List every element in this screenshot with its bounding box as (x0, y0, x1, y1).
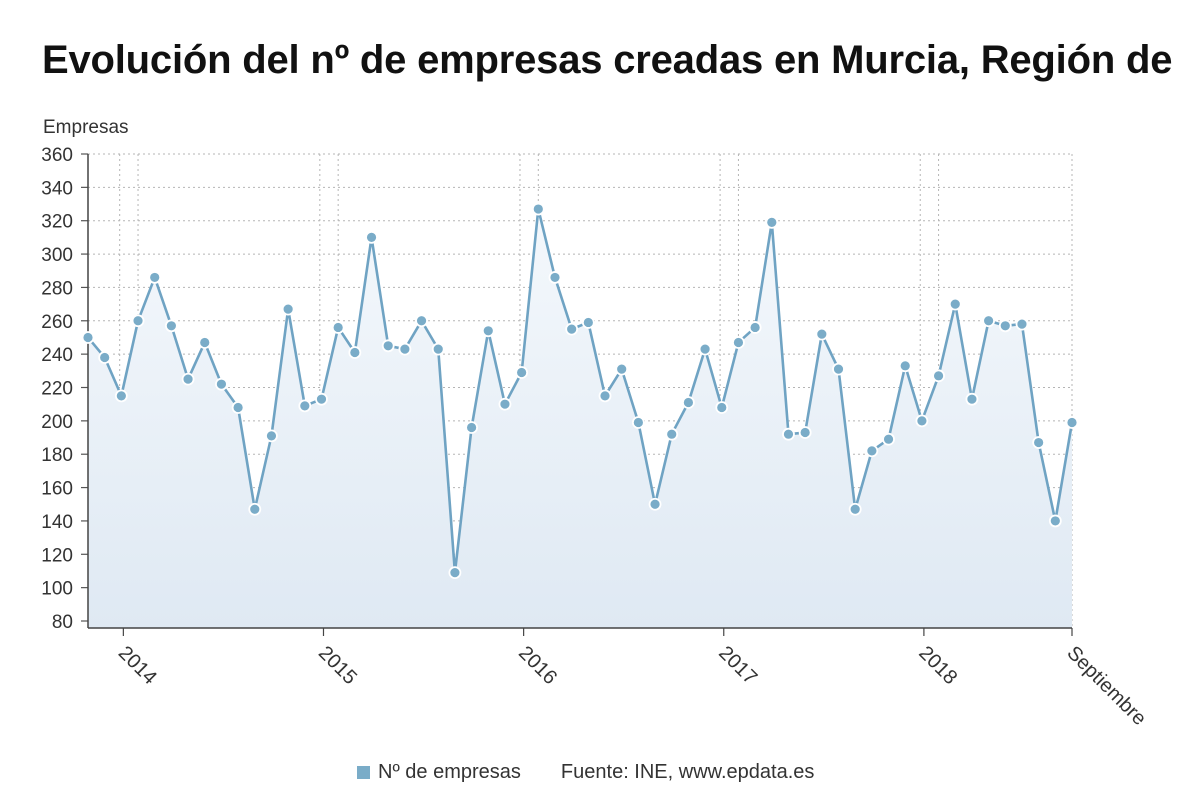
data-point (631, 416, 645, 429)
y-tick-label: 140 (41, 512, 73, 533)
data-point (265, 429, 278, 443)
y-tick-label: 320 (41, 212, 73, 233)
data-point (448, 566, 462, 580)
data-point (581, 316, 595, 329)
x-tick-label: 2017 (714, 642, 761, 689)
data-point (131, 314, 145, 328)
data-point (615, 362, 629, 376)
data-point (531, 202, 545, 216)
data-point (548, 271, 562, 284)
series-markers (81, 202, 1079, 580)
axes (81, 153, 1073, 636)
data-point (81, 331, 95, 344)
y-tick-label: 280 (41, 278, 73, 299)
data-point (365, 230, 378, 244)
data-point (915, 414, 929, 428)
data-point (565, 322, 579, 336)
data-point (431, 342, 445, 356)
data-point (198, 336, 212, 349)
data-point (465, 421, 478, 434)
y-tick-label: 260 (41, 312, 73, 333)
data-point (1065, 416, 1079, 429)
y-tick-label: 180 (41, 445, 73, 466)
data-point (148, 271, 162, 284)
data-point (281, 302, 295, 316)
legend-series-label: Nº de empresas (378, 761, 521, 783)
data-point (715, 401, 729, 414)
y-tick-label: 220 (41, 379, 73, 400)
x-tick-label: 2015 (314, 642, 361, 689)
y-tick-label: 340 (41, 178, 73, 199)
data-point (748, 321, 762, 334)
data-point (98, 351, 112, 364)
y-tick-label: 160 (41, 479, 73, 500)
data-point (648, 497, 662, 511)
y-tick-label: 120 (41, 545, 73, 566)
data-point (982, 314, 996, 328)
data-point (481, 324, 495, 338)
x-tick-label: Septiembre (1062, 642, 1150, 730)
y-tick-label: 200 (41, 412, 73, 433)
legend: Nº de empresas Fuente: INE, www.epdata.e… (357, 761, 814, 784)
data-point (882, 432, 895, 446)
y-tick-label: 240 (41, 345, 73, 366)
y-tick-label: 360 (41, 145, 73, 166)
data-point (348, 346, 362, 359)
data-point (865, 444, 879, 458)
data-point (231, 401, 245, 414)
data-point (765, 215, 779, 229)
data-point (682, 396, 695, 409)
y-tick-label: 100 (41, 579, 73, 600)
data-point (598, 389, 612, 403)
source-label: Fuente: INE, www.epdata.es (560, 761, 815, 783)
y-tick-label: 300 (41, 245, 73, 266)
data-point (181, 372, 195, 386)
data-point (298, 399, 312, 413)
data-point (798, 426, 812, 439)
data-point (515, 366, 529, 379)
legend-swatch (357, 766, 370, 779)
data-point (398, 342, 412, 356)
x-tick-label: 2018 (914, 642, 961, 689)
data-point (998, 319, 1012, 333)
data-point (782, 427, 795, 441)
data-point (381, 339, 395, 353)
data-point (665, 427, 679, 441)
data-point (498, 397, 512, 411)
data-point (215, 377, 228, 391)
data-point (898, 359, 912, 373)
data-point (114, 389, 128, 403)
data-point (815, 327, 829, 341)
data-point (164, 319, 178, 333)
data-point (1032, 436, 1046, 449)
data-point (1015, 317, 1029, 331)
data-point (932, 369, 945, 383)
x-tick-label: 2016 (514, 642, 561, 689)
data-point (832, 362, 845, 376)
data-point (848, 502, 862, 516)
data-point (1048, 514, 1062, 528)
data-point (698, 342, 712, 356)
data-point (415, 314, 428, 328)
chart-title: Evolución del nº de empresas creadas en … (42, 38, 1173, 82)
data-point (331, 321, 345, 334)
y-tick-label: 80 (52, 612, 73, 633)
series-line (87, 207, 1074, 574)
series-area (88, 209, 1072, 629)
data-point (965, 392, 979, 406)
y-axis-title: Empresas (43, 117, 129, 138)
x-tick-label: 2014 (114, 642, 161, 689)
data-point (732, 336, 745, 349)
data-point (315, 392, 328, 406)
data-point (248, 502, 262, 516)
data-point (948, 297, 962, 311)
